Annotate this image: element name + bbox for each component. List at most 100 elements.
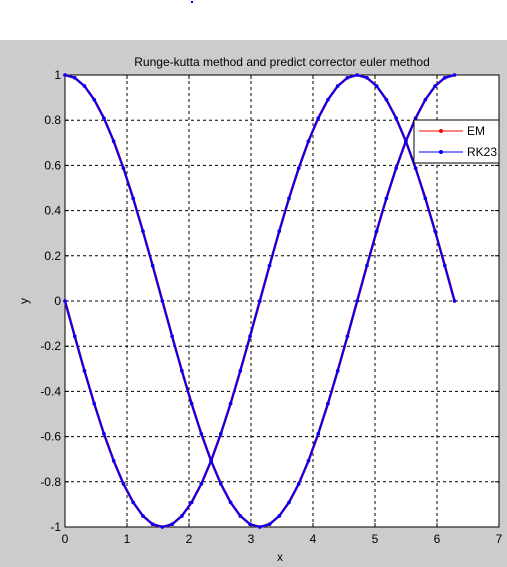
data-point-rk23	[374, 229, 379, 233]
legend-em-marker	[439, 129, 443, 133]
data-point-rk23	[433, 229, 437, 233]
data-point-rk23	[345, 334, 350, 339]
data-point-rk23	[121, 166, 126, 170]
data-point-rk23	[92, 401, 97, 406]
y-tick-label: -1	[50, 520, 61, 534]
y-tick-label: 0.2	[44, 249, 61, 263]
data-point-rk23	[189, 401, 194, 406]
legend-box	[413, 119, 500, 164]
data-point-rk23	[267, 522, 272, 527]
x-tick-label: 7	[496, 532, 503, 546]
y-tick-label: -0.8	[40, 475, 61, 489]
x-tick-label: 4	[310, 532, 317, 546]
series	[63, 73, 457, 529]
data-point-rk23	[326, 401, 330, 406]
legend-em-label: EM	[467, 124, 485, 138]
data-point-rk23	[228, 500, 233, 505]
data-point-rk23	[355, 73, 359, 77]
data-point-rk23	[394, 166, 398, 170]
y-tick-label: -0.6	[40, 430, 61, 444]
data-point-rk23	[189, 500, 194, 505]
y-tick-label: 0	[54, 294, 61, 308]
data-point-rk23	[219, 432, 223, 436]
data-point-rk23	[209, 459, 213, 463]
data-point-rk23	[63, 73, 67, 77]
data-point-rk23	[394, 116, 398, 120]
y-tick-label: -0.2	[40, 339, 61, 353]
y-tick-label: 1	[54, 68, 61, 82]
data-point-rk23	[277, 229, 282, 233]
data-point-rk23	[141, 229, 145, 233]
data-point-rk23	[257, 299, 262, 303]
axis-ticks: 0 1 2 3 4 5 6 7 -1 -0.8 -0.6 -0.4 -0.2 0 0.2 0.4 0.6 0.8 1	[40, 68, 502, 546]
data-point-rk23	[131, 500, 135, 505]
y-tick-label: -0.4	[40, 384, 61, 398]
data-point-rk23	[219, 482, 223, 486]
y-tick-label: 0.6	[44, 158, 61, 172]
data-point-rk23	[433, 84, 437, 88]
x-tick-label: 2	[186, 532, 193, 546]
data-point-rk23	[296, 482, 301, 486]
data-point-rk23	[452, 299, 457, 303]
data-point-rk23	[257, 525, 262, 529]
data-point-rk23	[404, 139, 408, 143]
data-point-rk23	[248, 522, 252, 527]
data-point-rk23	[160, 525, 165, 529]
data-point-rk23	[72, 75, 77, 80]
y-tick-label: 0.8	[44, 113, 61, 127]
x-tick-label: 1	[124, 532, 131, 546]
data-point-rk23	[413, 166, 418, 170]
y-tick-label: 0.4	[44, 204, 61, 218]
data-point-rk23	[141, 514, 145, 518]
data-point-rk23	[131, 196, 135, 201]
data-point-rk23	[111, 139, 116, 143]
data-point-rk23	[228, 401, 233, 406]
x-tick-label: 5	[372, 532, 379, 546]
data-point-rk23	[306, 459, 311, 463]
data-point-rk23	[287, 196, 291, 201]
x-tick-label: 6	[434, 532, 441, 546]
chart-title: Runge-kutta method and predict corrector…	[134, 55, 430, 69]
data-point-rk23	[365, 75, 369, 80]
data-point-rk23	[121, 482, 126, 486]
data-point-rk23	[170, 334, 174, 339]
data-point-rk23	[199, 482, 204, 486]
data-point-rk23	[374, 84, 379, 88]
data-point-rk23	[443, 263, 447, 268]
data-point-rk23	[72, 334, 77, 339]
data-point-rk23	[316, 432, 321, 436]
data-point-rk23	[452, 73, 457, 77]
data-point-rk23	[335, 84, 340, 88]
legend[interactable]: EM RK23	[413, 119, 500, 164]
data-point-rk23	[92, 97, 97, 102]
data-point-rk23	[335, 369, 340, 373]
y-axis-label: y	[17, 298, 31, 304]
x-axis-label: x	[277, 550, 283, 564]
data-point-rk23	[296, 166, 301, 170]
data-point-rk23	[150, 263, 155, 268]
legend-rk23-label: RK23	[467, 145, 497, 159]
data-point-rk23	[199, 432, 204, 436]
data-point-rk23	[248, 334, 252, 339]
legend-rk23-marker	[439, 150, 443, 154]
data-point-rk23	[384, 196, 389, 201]
data-point-rk23	[82, 84, 87, 88]
data-point-rk23	[277, 514, 282, 518]
data-point-rk23	[150, 522, 155, 527]
data-point-rk23	[111, 459, 116, 463]
data-point-rk23	[345, 75, 350, 80]
stray-pixel	[191, 1, 193, 3]
data-point-rk23	[355, 299, 359, 303]
data-point-rk23	[238, 369, 243, 373]
data-point-rk23	[170, 522, 174, 527]
x-tick-label: 0	[62, 532, 69, 546]
data-point-rk23	[102, 432, 106, 436]
x-tick-label: 3	[248, 532, 255, 546]
data-point-rk23	[82, 369, 87, 373]
data-point-rk23	[384, 97, 389, 102]
data-point-rk23	[443, 75, 447, 80]
data-point-rk23	[326, 97, 330, 102]
data-point-rk23	[102, 116, 106, 120]
